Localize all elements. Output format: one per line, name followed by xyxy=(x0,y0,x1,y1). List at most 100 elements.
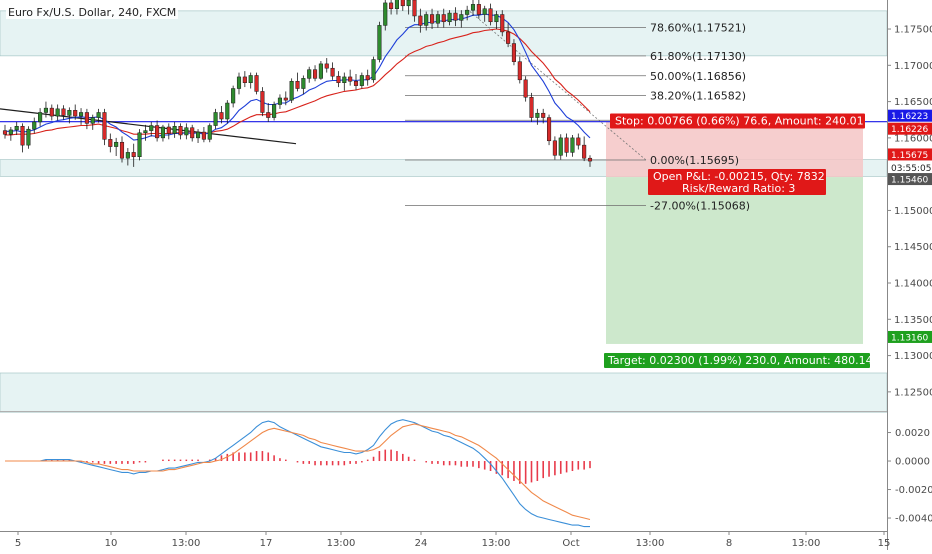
candle xyxy=(435,14,440,24)
candle xyxy=(8,129,13,135)
candle xyxy=(494,14,499,23)
price-tag-label: 1.15675 xyxy=(891,151,928,161)
candle xyxy=(96,112,101,118)
time-tick-label: 13:00 xyxy=(792,538,821,549)
candle xyxy=(371,59,376,81)
price-tag-label: 1.16223 xyxy=(891,112,928,122)
candle xyxy=(102,112,107,140)
candle xyxy=(552,140,557,156)
candle xyxy=(84,112,89,124)
candle xyxy=(61,108,66,116)
candle xyxy=(254,75,259,92)
target-zone xyxy=(606,177,863,344)
candle xyxy=(412,0,417,17)
candle xyxy=(541,112,546,118)
pnl-label-box xyxy=(648,169,826,196)
candle xyxy=(459,14,464,21)
candle xyxy=(172,126,177,134)
signal-line xyxy=(5,423,591,521)
time-tick-label: 13:00 xyxy=(327,538,356,549)
candle xyxy=(324,63,329,69)
candle xyxy=(535,112,540,118)
candle xyxy=(394,0,399,9)
macd-tick-label: 0.0000 xyxy=(895,457,930,468)
time-tick-label: 8 xyxy=(726,538,732,549)
candle xyxy=(260,91,265,113)
candle xyxy=(342,76,347,83)
price-tag-entry xyxy=(888,148,932,161)
candle xyxy=(213,112,218,126)
candle xyxy=(143,130,148,134)
price-tick-label: 1.17500 xyxy=(894,25,932,36)
time-tick-label: 15 xyxy=(878,538,891,549)
time-tick-label: 13:00 xyxy=(482,538,511,549)
target-label-box xyxy=(604,352,870,368)
candle xyxy=(125,152,130,159)
price-tag-stop xyxy=(888,122,932,135)
candle xyxy=(564,137,569,153)
candle xyxy=(482,8,487,15)
macd-line xyxy=(5,419,590,528)
candle xyxy=(196,131,201,139)
candle xyxy=(38,112,43,123)
price-tick-label: 1.16000 xyxy=(894,133,932,144)
candle xyxy=(67,110,72,116)
time-tick-label: 10 xyxy=(105,538,118,549)
candle xyxy=(242,76,247,83)
price-tag-label: 1.16226 xyxy=(891,125,928,135)
candle xyxy=(32,121,37,130)
candle xyxy=(441,14,446,23)
fib-label: 38.20%(1.16582) xyxy=(650,90,746,103)
candle xyxy=(330,67,335,77)
chart-title: Euro Fx/U.S. Dollar, 240, FXCM xyxy=(6,6,179,19)
candle xyxy=(500,14,505,33)
macd-tick-label: -0.0040 xyxy=(895,514,932,525)
candle xyxy=(587,157,593,162)
candle xyxy=(295,81,300,89)
candle xyxy=(219,112,224,120)
time-tick-label: 24 xyxy=(415,538,428,549)
candle xyxy=(283,97,288,101)
fib-label: 0.00%(1.15695) xyxy=(650,154,739,167)
time-tick-label: 17 xyxy=(260,538,273,549)
candle xyxy=(529,96,534,118)
candle xyxy=(79,112,84,117)
price-tick-label: 1.16500 xyxy=(894,97,932,108)
candle xyxy=(582,144,587,159)
price-tag-last xyxy=(888,173,932,186)
candle xyxy=(225,102,230,120)
candle xyxy=(137,132,142,157)
candle xyxy=(231,88,236,104)
candle xyxy=(506,31,511,44)
candle xyxy=(348,76,353,82)
macd-tick-label: 0.0020 xyxy=(895,428,930,439)
candle xyxy=(2,130,8,135)
candle xyxy=(453,12,458,21)
candle xyxy=(465,9,470,15)
candle xyxy=(248,75,253,83)
price-tick-label: 1.14500 xyxy=(894,242,932,253)
pnl-label-line2: Risk/Reward Ratio: 3 xyxy=(682,182,795,195)
candle xyxy=(301,78,306,89)
price-axis-bg xyxy=(887,0,932,550)
candle xyxy=(114,141,119,147)
candle xyxy=(447,12,452,23)
price-tick-label: 1.17000 xyxy=(894,61,932,72)
candle xyxy=(511,43,517,62)
stop-label: Stop: 0.00766 (0.66%) 76.6, Amount: 240.… xyxy=(615,114,864,127)
time-tick-label: 5 xyxy=(15,538,21,549)
fib-label: 61.80%(1.17130) xyxy=(650,50,746,63)
fib-label: -27.00%(1.15068) xyxy=(650,200,750,213)
trendline xyxy=(0,108,297,145)
candle xyxy=(365,75,370,81)
price-tick-label: 1.12500 xyxy=(894,387,932,398)
candle xyxy=(108,139,113,147)
price-tag-target xyxy=(888,330,932,343)
candle xyxy=(418,15,423,26)
candle xyxy=(517,61,522,81)
time-tick-label: 13:00 xyxy=(636,538,665,549)
stop-label-box xyxy=(610,113,865,129)
time-tick-label: Oct xyxy=(562,538,579,549)
